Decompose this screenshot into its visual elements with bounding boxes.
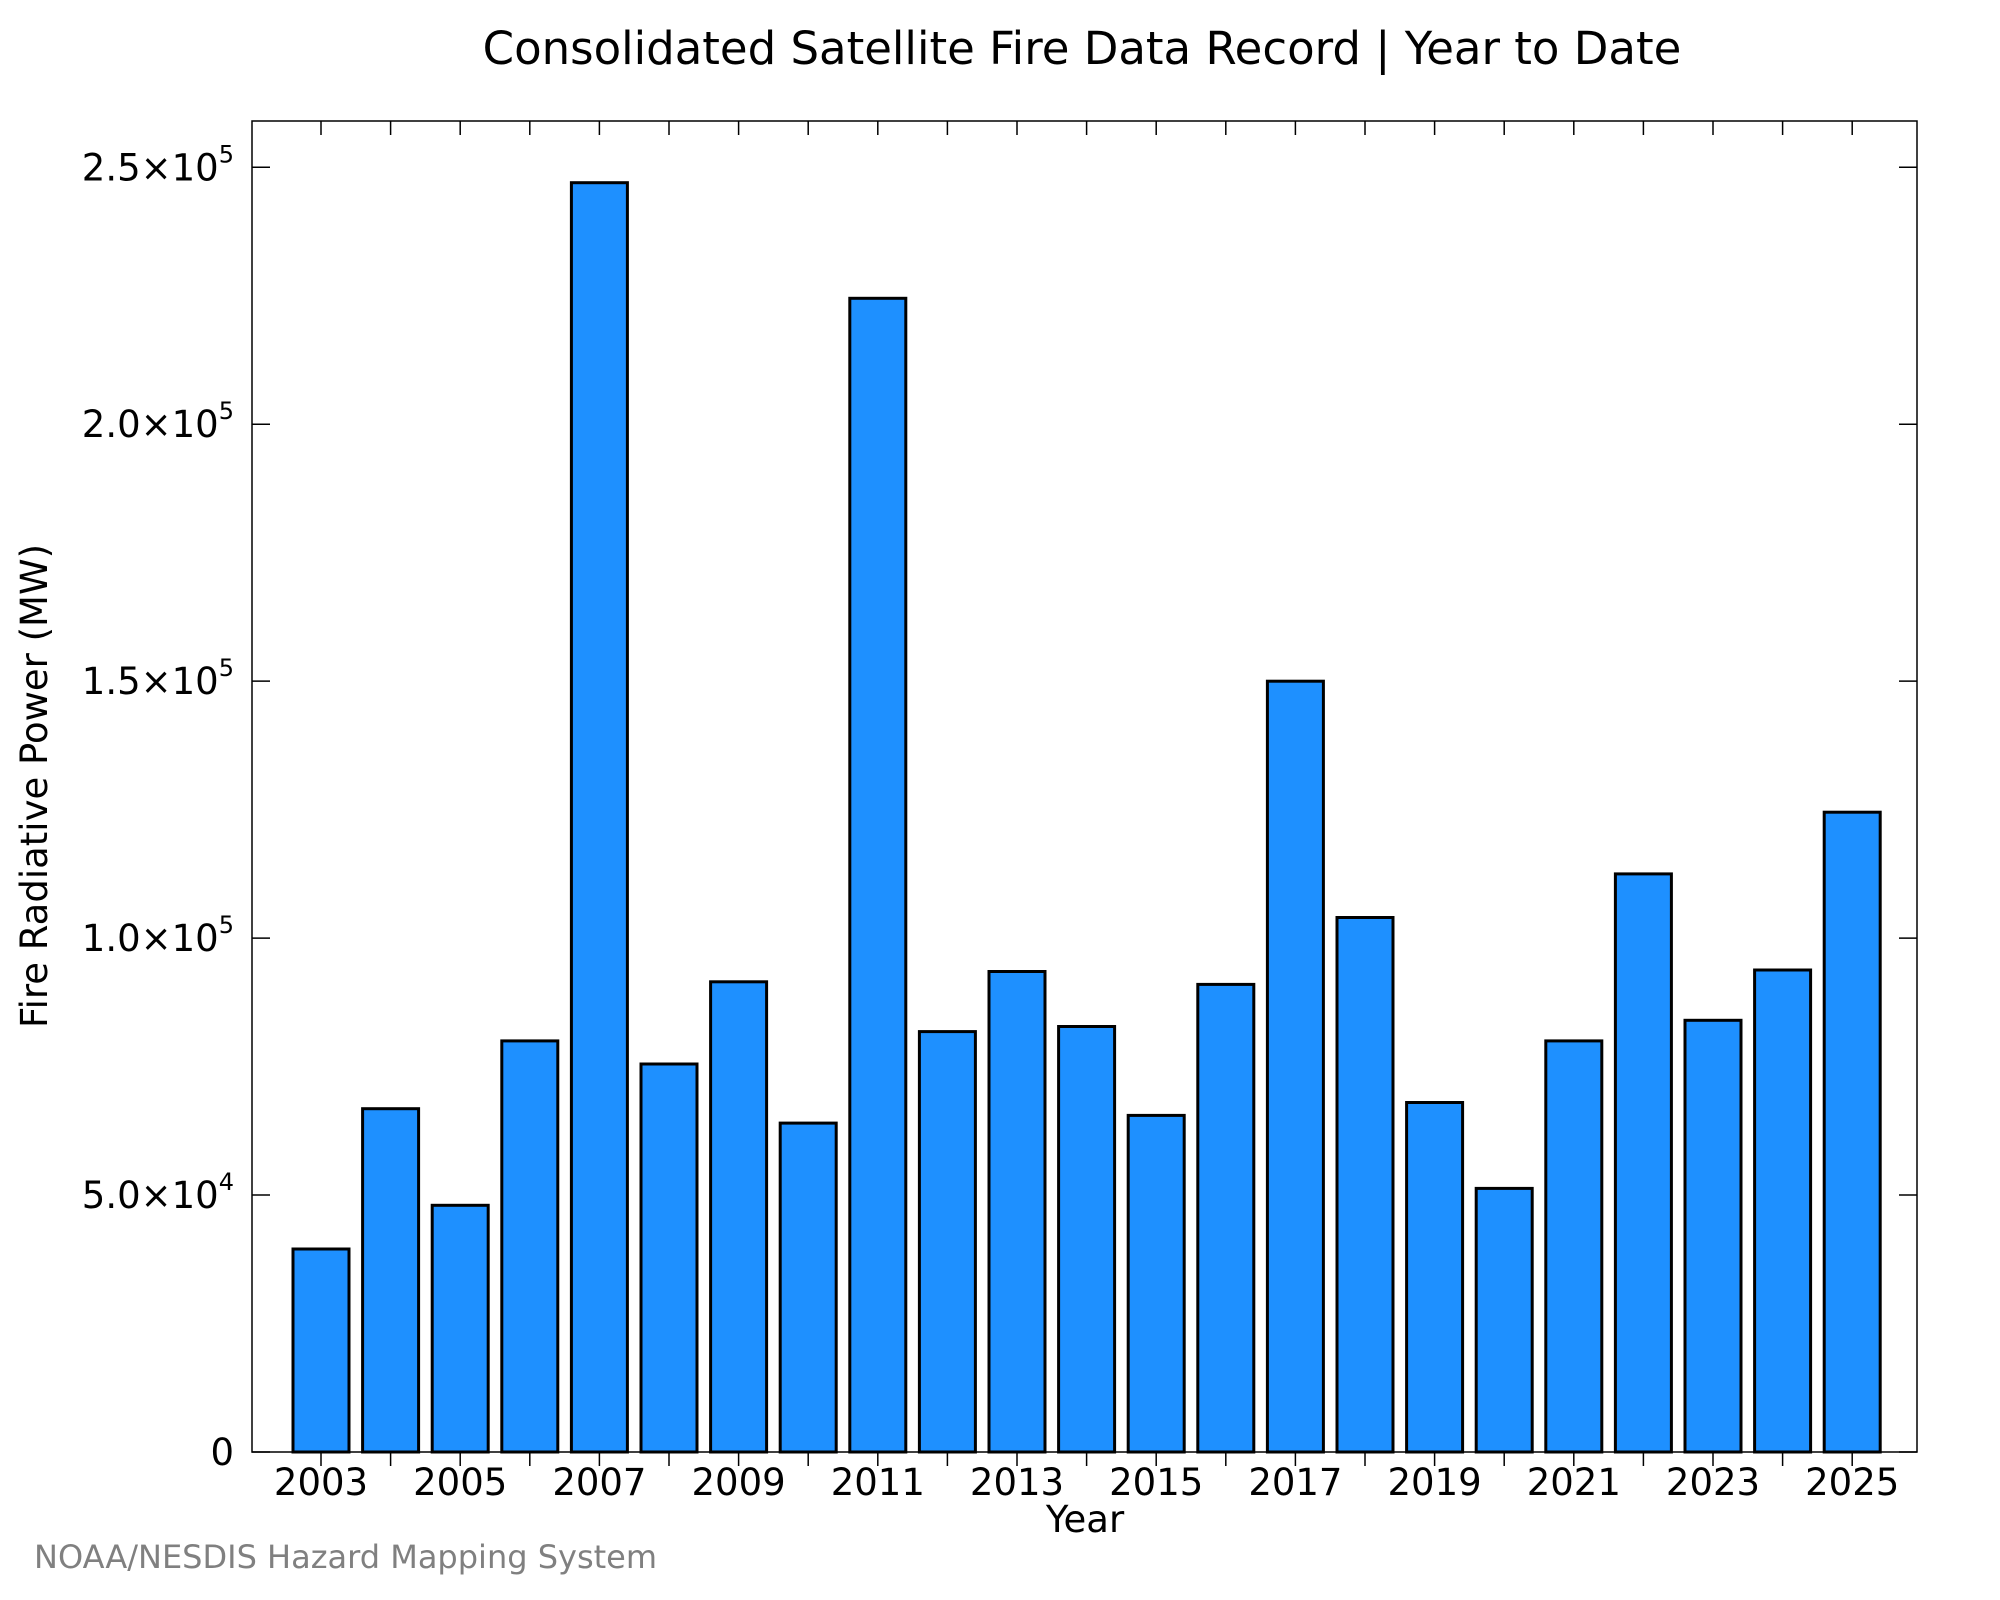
bar-2005	[430, 1203, 490, 1454]
bar-2025	[1822, 810, 1882, 1454]
bar-2023	[1683, 1018, 1743, 1454]
bar-2022	[1613, 872, 1673, 1454]
x-tick-label: 2011	[831, 1461, 925, 1504]
bar-2004	[361, 1107, 421, 1454]
bar-2016	[1196, 982, 1256, 1454]
x-tick-label: 2015	[1109, 1461, 1203, 1504]
x-tick-label: 2003	[274, 1461, 368, 1504]
bar-2013	[987, 970, 1047, 1454]
bar-2020	[1474, 1186, 1534, 1454]
x-tick-label: 2023	[1666, 1461, 1760, 1504]
bar-2008	[639, 1062, 699, 1454]
y-tick-label: 2.5×105	[82, 140, 234, 189]
bar-2014	[1057, 1025, 1117, 1454]
plot-frame	[251, 120, 1918, 1453]
bar-2006	[500, 1039, 560, 1454]
x-tick-label: 2017	[1248, 1461, 1342, 1504]
chart-title: Consolidated Satellite Fire Data Record …	[483, 22, 1682, 75]
bar-2017	[1265, 679, 1325, 1454]
bar-2021	[1544, 1039, 1604, 1454]
x-axis-label: Year	[1045, 1498, 1125, 1541]
y-tick-label: 5.0×104	[82, 1168, 234, 1217]
bar-2003	[291, 1247, 351, 1454]
bar-2018	[1335, 916, 1395, 1454]
y-tick-label: 1.5×105	[82, 654, 234, 703]
y-axis-label: Fire Radiative Power (MW)	[13, 544, 56, 1028]
y-tick-label: 2.0×105	[82, 397, 234, 446]
x-tick-label: 2005	[413, 1461, 507, 1504]
bars	[291, 181, 1882, 1454]
x-tick-label: 2013	[970, 1461, 1064, 1504]
x-tick-label: 2025	[1805, 1461, 1899, 1504]
bar-2015	[1126, 1113, 1186, 1454]
x-tick-label: 2019	[1388, 1461, 1482, 1504]
x-tick-label: 2021	[1527, 1461, 1621, 1504]
y-tick-label: 1.0×105	[82, 911, 234, 960]
bar-2011	[848, 296, 908, 1454]
bar-2024	[1753, 968, 1813, 1454]
bar-2009	[709, 980, 769, 1454]
y-axis: 0 5.0×104 1.0×105 1.5×105 2.0×105 2.5×105	[82, 140, 1917, 1474]
source-credit: NOAA/NESDIS Hazard Mapping System	[34, 1538, 658, 1576]
bar-2010	[778, 1121, 838, 1454]
bar-2007	[569, 181, 629, 1454]
bar-2019	[1405, 1101, 1465, 1454]
x-tick-label: 2009	[692, 1461, 786, 1504]
y-tick-label: 0	[210, 1431, 234, 1474]
bar-2012	[917, 1030, 977, 1454]
x-tick-label: 2007	[552, 1461, 646, 1504]
x-axis: 2003 2005 2007 2009 2011 2013 2015 2017 2019 2021…	[274, 121, 1899, 1504]
